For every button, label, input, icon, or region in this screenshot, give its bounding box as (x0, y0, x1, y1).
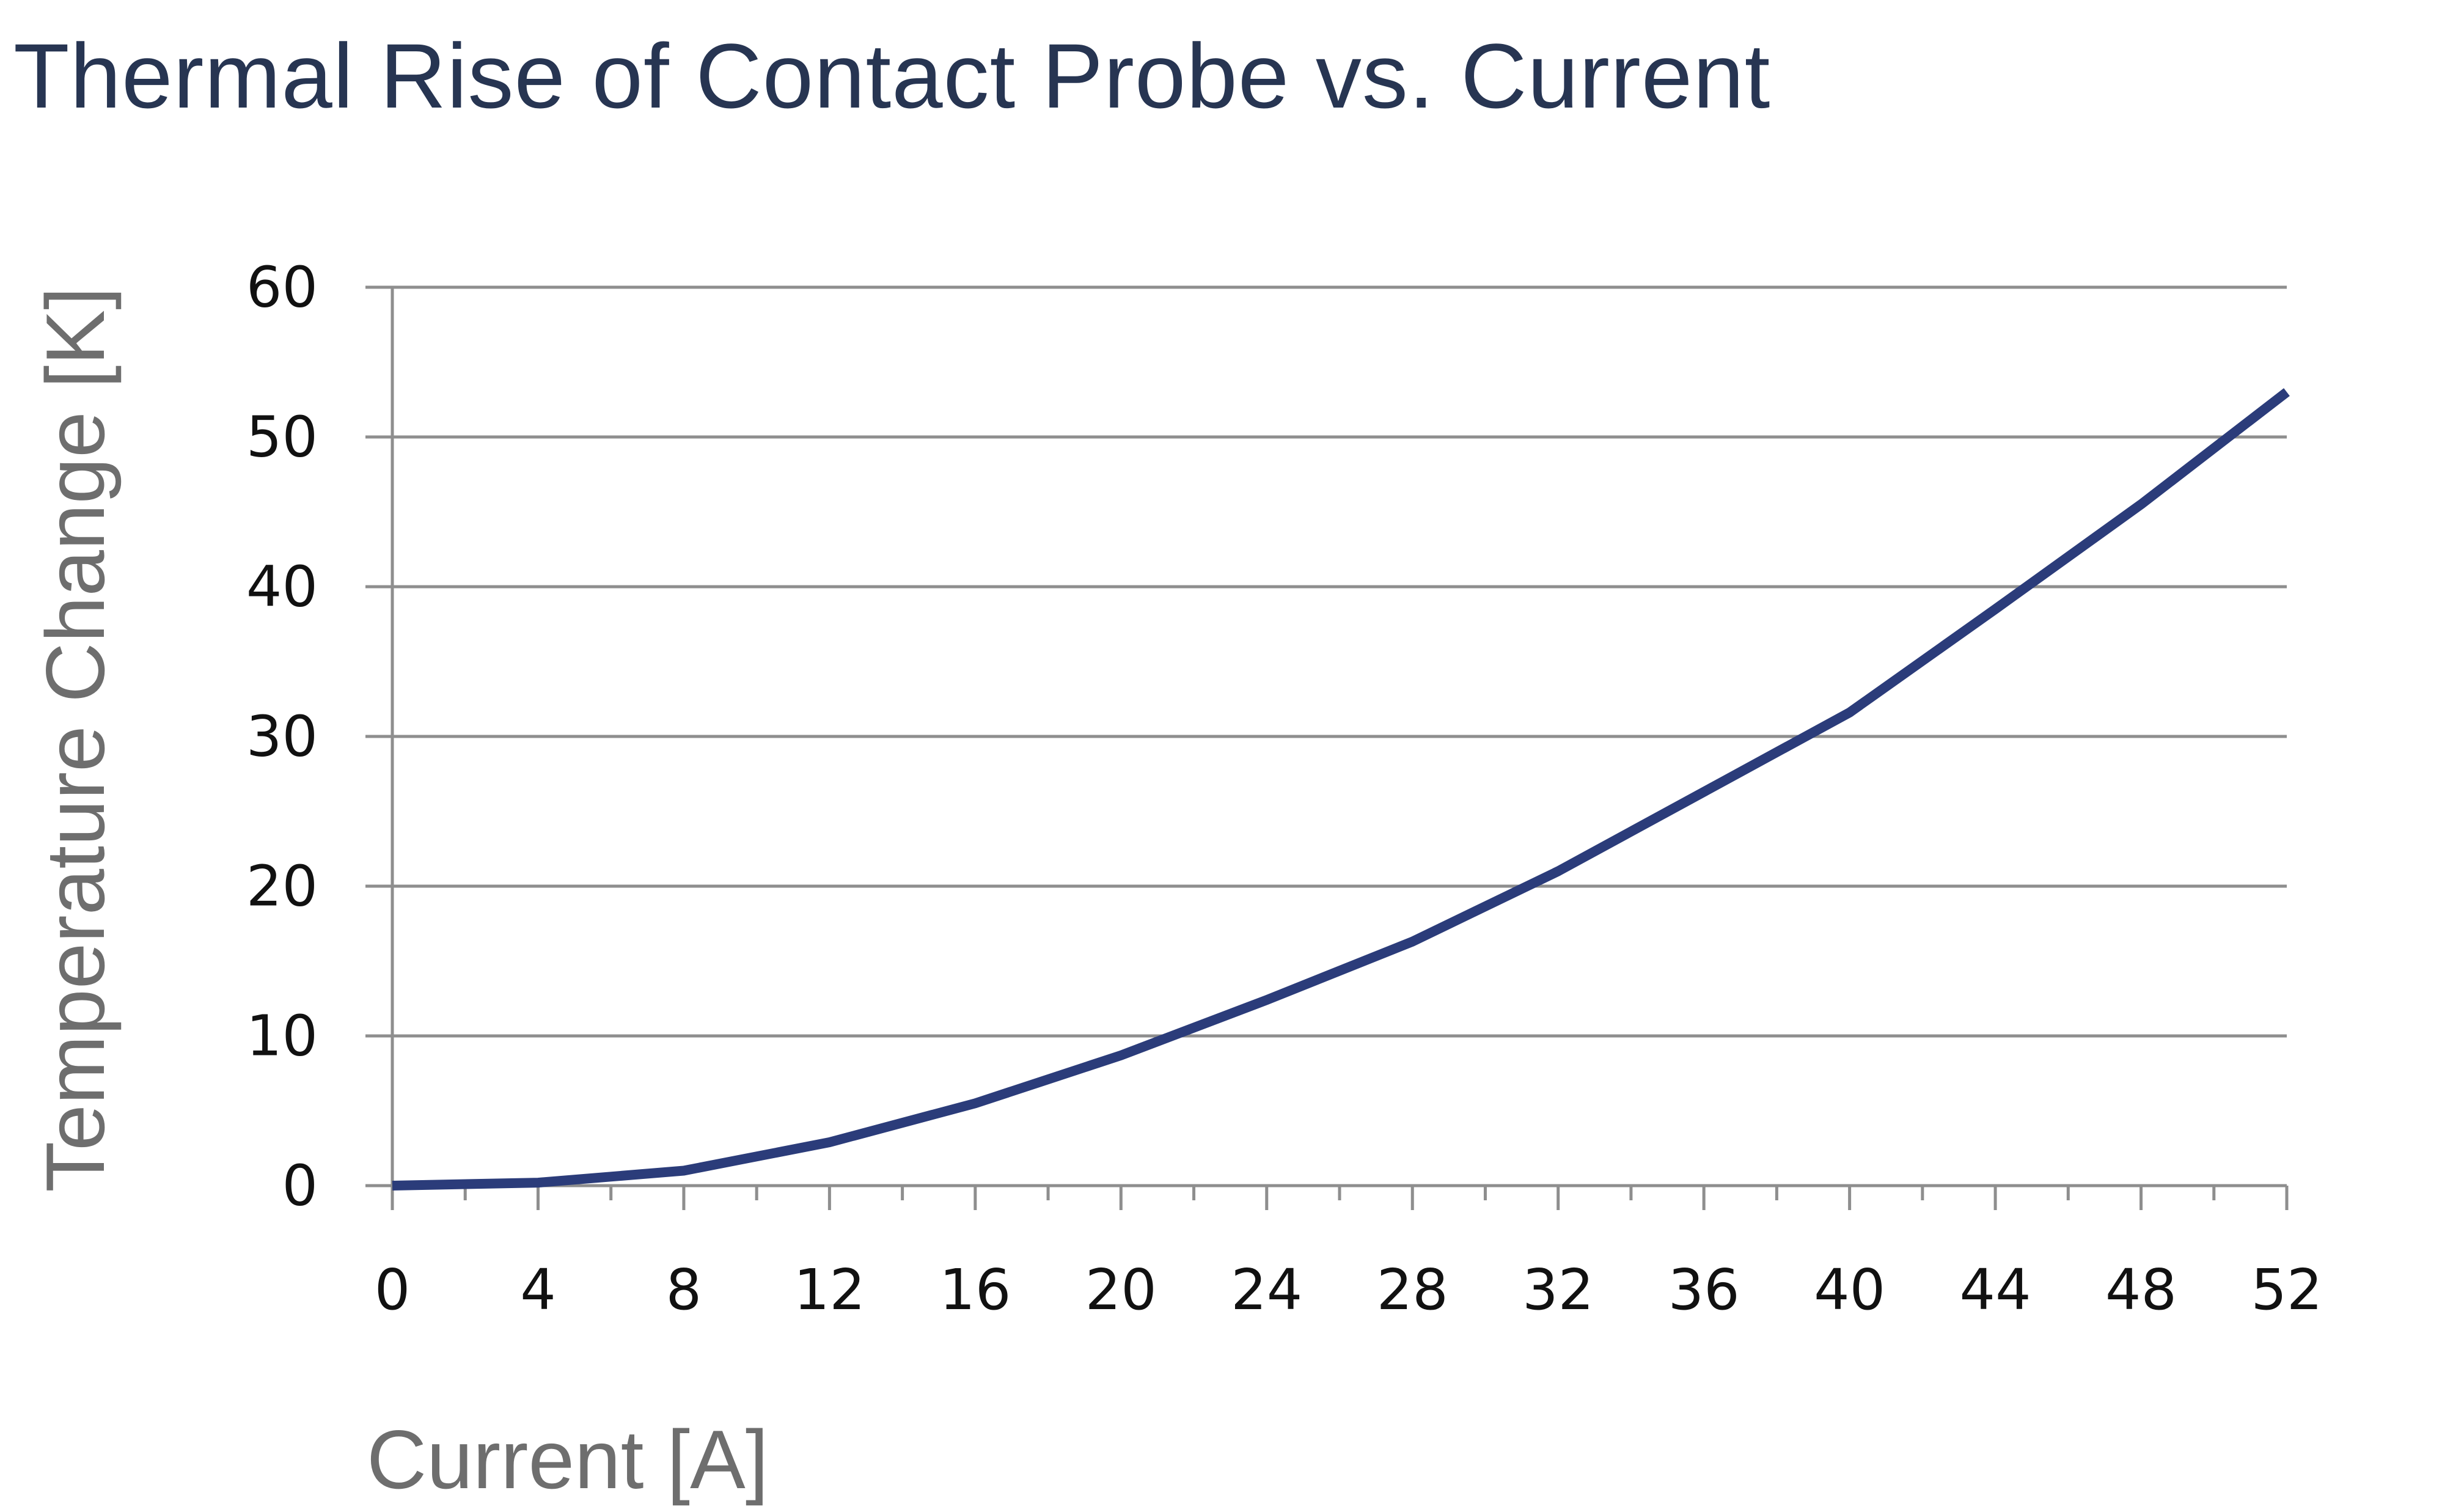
y-tick-label: 30 (246, 704, 318, 769)
series-layer (392, 388, 2290, 1191)
y-tick-label: 50 (246, 405, 318, 470)
x-tick-label: 44 (1960, 1257, 2031, 1323)
y-tick-label: 40 (246, 554, 318, 620)
x-tick-label: 52 (2251, 1257, 2322, 1323)
x-tick-label: 0 (375, 1257, 411, 1323)
gridlines (392, 285, 2287, 1187)
chart-title: Thermal Rise of Contact Probe vs. Curren… (13, 24, 1771, 127)
x-tick-label: 12 (794, 1257, 865, 1323)
x-tick-label: 40 (1814, 1257, 1885, 1323)
x-tick-label: 24 (1231, 1257, 1302, 1323)
x-tick-label: 8 (666, 1257, 702, 1323)
x-axis-title: Current [A] (367, 1413, 769, 1506)
y-tick-label: 10 (246, 1004, 318, 1069)
x-tick-labels: 0 4 8 12 16 20 24 28 32 36 40 44 48 52 (375, 1257, 2323, 1323)
y-axis-title: Temperature Change [K] (29, 287, 122, 1192)
x-tick-label: 28 (1377, 1257, 1448, 1323)
axes (365, 285, 2289, 1210)
x-tick-label: 48 (2105, 1257, 2177, 1323)
y-tick-label: 20 (246, 854, 318, 919)
series-line (392, 388, 2290, 1191)
x-tick-label: 20 (1085, 1257, 1157, 1323)
y-tick-label: 60 (246, 255, 318, 320)
x-tick-label: 4 (520, 1257, 556, 1323)
x-tick-label: 32 (1522, 1257, 1594, 1323)
x-tick-label: 16 (939, 1257, 1011, 1323)
y-tick-labels: 0 10 20 30 40 50 60 (246, 255, 318, 1219)
y-tick-label: 0 (282, 1153, 318, 1219)
x-tick-label: 36 (1668, 1257, 1740, 1323)
